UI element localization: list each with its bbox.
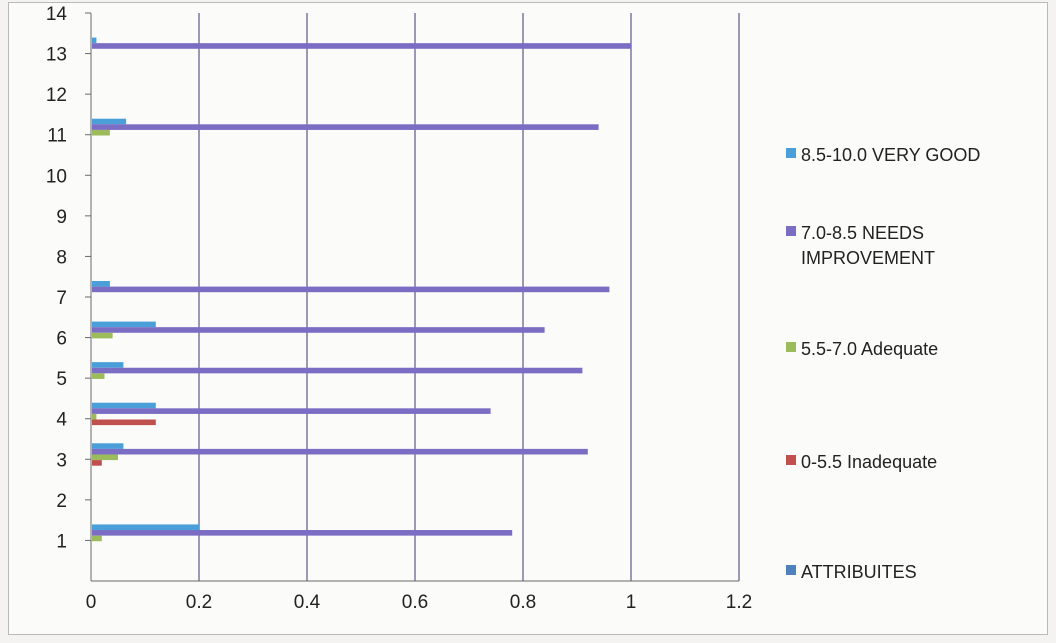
x-tick-labels: 0 0.2 0.4 0.6 0.8 1 1.2 bbox=[86, 592, 753, 613]
bar-1-cat-5 bbox=[92, 362, 124, 368]
bar-2-cat-13 bbox=[92, 43, 631, 49]
bar-2-cat-4 bbox=[92, 408, 491, 414]
bar-3-cat-1 bbox=[92, 535, 102, 542]
bar-1-cat-4 bbox=[92, 402, 156, 409]
axes bbox=[85, 12, 739, 582]
bar-1-cat-1 bbox=[92, 524, 199, 531]
bar-2-cat-6 bbox=[92, 327, 545, 333]
legend-swatch-5 bbox=[786, 565, 796, 575]
x-tick-label: 1.2 bbox=[726, 592, 752, 613]
bar-2-cat-5 bbox=[92, 367, 583, 374]
legend: 8.5-10.0 VERY GOOD 7.0-8.5 NEEDS IMPROVEME… bbox=[786, 145, 980, 582]
legend-swatch-2 bbox=[786, 226, 796, 236]
bars bbox=[92, 37, 631, 542]
y-tick-label: 12 bbox=[46, 85, 67, 106]
y-tick-label: 4 bbox=[56, 410, 67, 431]
legend-swatch-4 bbox=[786, 455, 796, 465]
bar-4-cat-4 bbox=[92, 419, 156, 426]
y-tick-label: 8 bbox=[56, 247, 67, 268]
bar-2-cat-3 bbox=[92, 448, 588, 455]
gridlines bbox=[198, 13, 740, 581]
bar-1-cat-7 bbox=[92, 281, 110, 287]
y-tick-label: 1 bbox=[56, 531, 67, 552]
bar-3-cat-11 bbox=[92, 129, 110, 136]
bar-1-cat-3 bbox=[92, 443, 124, 449]
chart-frame: 0 0.2 0.4 0.6 0.8 1 1.2 1 2 3 4 5 6 7 8 9 10 11 12 13 14 8.… bbox=[8, 2, 1048, 635]
y-tick-label: 2 bbox=[56, 491, 67, 512]
y-tick-label: 5 bbox=[56, 369, 67, 390]
x-tick-label: 0.4 bbox=[294, 592, 321, 613]
bar-2-cat-7 bbox=[92, 286, 610, 293]
y-tick-label: 10 bbox=[46, 166, 67, 187]
y-tick-label: 9 bbox=[56, 207, 67, 228]
bar-2-cat-11 bbox=[92, 124, 599, 130]
legend-label-2: 7.0-8.5 NEEDS IMPROVEMENT bbox=[801, 223, 935, 268]
y-tick-label: 11 bbox=[47, 126, 67, 147]
bar-1-cat-13 bbox=[92, 37, 97, 44]
bar-4-cat-3 bbox=[92, 460, 102, 466]
x-tick-label: 1 bbox=[626, 592, 637, 613]
x-tick-label: 0.8 bbox=[510, 592, 536, 613]
bar-2-cat-1 bbox=[92, 530, 513, 536]
legend-label-3: 5.5-7.0 Adequate bbox=[801, 339, 938, 359]
legend-label-1: 8.5-10.0 VERY GOOD bbox=[801, 145, 980, 165]
bar-1-cat-11 bbox=[92, 118, 127, 125]
bar-3-cat-4 bbox=[92, 413, 97, 420]
y-tick-label: 14 bbox=[46, 4, 68, 25]
bar-1-cat-6 bbox=[92, 321, 156, 328]
y-tick-label: 13 bbox=[46, 45, 67, 66]
bar-3-cat-5 bbox=[92, 373, 105, 379]
legend-label-4: 0-5.5 Inadequate bbox=[801, 452, 937, 472]
x-tick-label: 0.2 bbox=[186, 592, 212, 613]
bar-3-cat-6 bbox=[92, 332, 113, 339]
legend-label-5: ATTRIBUITES bbox=[801, 562, 917, 582]
x-tick-label: 0 bbox=[86, 592, 97, 613]
y-tick-label: 3 bbox=[56, 450, 67, 471]
y-tick-label: 7 bbox=[56, 288, 67, 309]
bar-3-cat-3 bbox=[92, 454, 118, 461]
y-tick-label: 6 bbox=[56, 329, 67, 350]
legend-swatch-3 bbox=[786, 342, 796, 352]
x-tick-label: 0.6 bbox=[402, 592, 428, 613]
legend-swatch-1 bbox=[786, 148, 796, 158]
